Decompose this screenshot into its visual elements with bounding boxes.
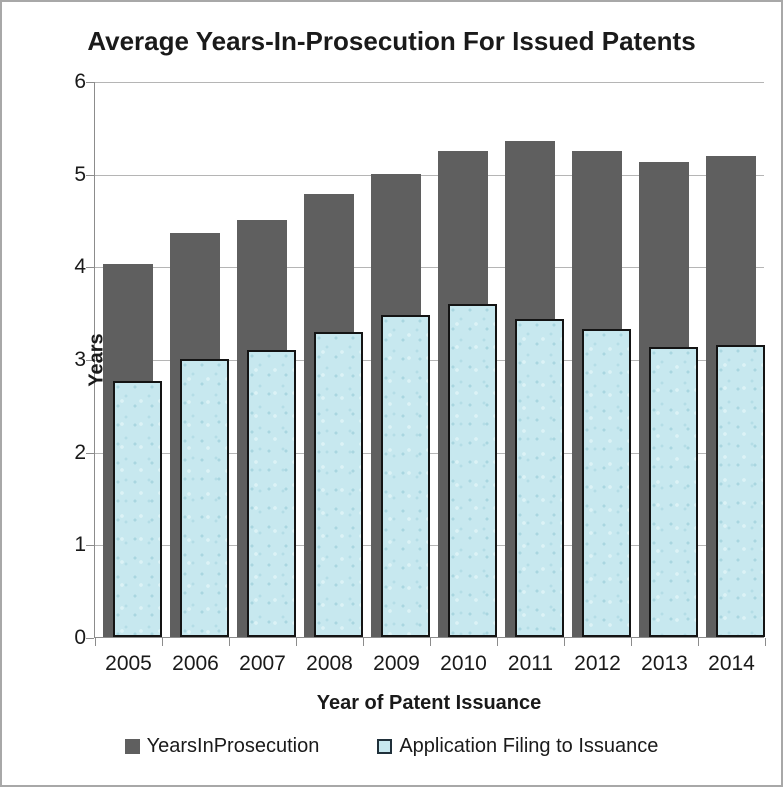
legend-swatch-icon	[124, 739, 140, 754]
x-tick-label: 2013	[641, 652, 688, 675]
x-axis-tick	[430, 638, 431, 646]
y-axis-tick	[86, 360, 94, 361]
bar-application-filing-to-issuance-2013	[649, 346, 698, 637]
legend-item: Application Filing to Issuance	[377, 735, 658, 758]
y-axis-tick	[86, 545, 94, 547]
y-axis-tick	[86, 82, 94, 83]
x-tick-label: 2007	[239, 652, 286, 675]
y-axis-tick	[86, 638, 94, 639]
bar-application-filing-to-issuance-2012	[582, 329, 631, 637]
y-tick-label: 1	[74, 533, 86, 557]
legend: YearsInProsecution Application Filing to …	[2, 735, 781, 758]
x-axis-tick	[296, 638, 297, 646]
bar-application-filing-to-issuance-2008	[314, 332, 363, 637]
gridline	[95, 82, 764, 83]
bar-application-filing-to-issuance-2006	[180, 359, 229, 637]
y-tick-label: 4	[74, 255, 86, 279]
x-axis-tick	[229, 638, 230, 646]
x-tick-label: 2009	[373, 652, 420, 675]
y-axis-tick	[86, 267, 94, 269]
bar-application-filing-to-issuance-2005	[113, 381, 162, 637]
x-axis-tick	[162, 638, 163, 646]
x-tick-label: 2006	[172, 652, 219, 675]
x-tick-label: 2014	[708, 652, 755, 675]
bar-application-filing-to-issuance-2014	[716, 345, 765, 637]
x-tick-label: 2005	[105, 652, 152, 675]
y-tick-label: 5	[74, 162, 86, 186]
x-axis-tick	[564, 638, 565, 646]
bar-application-filing-to-issuance-2010	[448, 304, 497, 637]
x-tick-label: 2008	[306, 652, 353, 675]
gridline	[95, 174, 764, 176]
x-axis-title: Year of Patent Issuance	[316, 692, 542, 714]
bar-application-filing-to-issuance-2009	[381, 315, 430, 637]
x-axis-tick	[95, 638, 96, 646]
y-axis-tick	[86, 452, 94, 454]
x-tick-label: 2012	[574, 652, 621, 675]
legend-item: YearsInProsecution	[124, 735, 320, 758]
bar-application-filing-to-issuance-2007	[247, 349, 296, 637]
legend-label: YearsInProsecution	[146, 735, 320, 757]
x-axis-tick	[765, 638, 766, 646]
plot-area: Years 2005 2006 2007 2008 2009 2010 2011 2012 20…	[86, 82, 766, 675]
x-axis-tick	[698, 638, 699, 646]
gridline	[95, 267, 764, 269]
bar-application-filing-to-issuance-2011	[515, 319, 564, 637]
legend-swatch-icon	[377, 739, 393, 754]
legend-label: Application Filing to Issuance	[399, 735, 659, 757]
x-axis-tick	[363, 638, 364, 646]
y-tick-label: 2	[74, 440, 86, 464]
x-axis-tick	[631, 638, 632, 646]
y-tick-label: 0	[74, 626, 86, 649]
x-axis-tick	[497, 638, 498, 646]
y-axis-tick	[86, 174, 94, 176]
chart-title: Average Years-In-Prosecution For Issued …	[87, 26, 696, 56]
x-tick-label: 2011	[507, 652, 554, 675]
x-tick-label: 2010	[440, 652, 487, 675]
y-tick-label: 3	[74, 348, 86, 371]
y-tick-label: 6	[74, 70, 86, 93]
